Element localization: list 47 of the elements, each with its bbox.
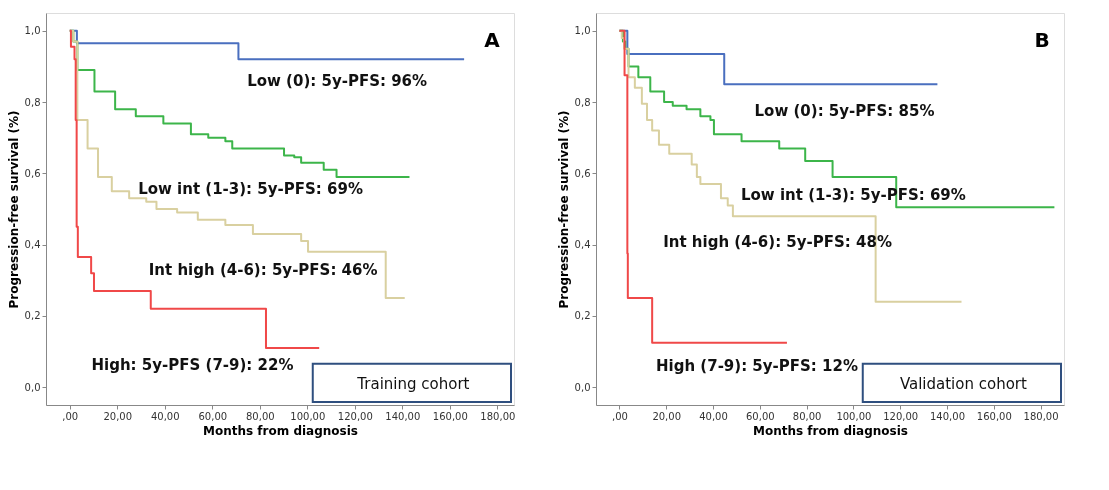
x-tick-label: 60,00 (745, 410, 775, 422)
y-tick-label: 0,6 (24, 167, 41, 179)
y-tick-label: 0,6 (574, 167, 591, 179)
x-tick-label: ,00 (62, 410, 79, 422)
x-tick-label: 180,00 (1023, 410, 1059, 422)
x-axis-title: Months from diagnosis (753, 423, 908, 438)
y-tick-label: 0,4 (574, 239, 591, 251)
x-tick-label: 60,00 (198, 410, 228, 422)
series-label: High (7-9): 5y-PFS: 12% (656, 357, 858, 376)
y-tick-label: 0,0 (24, 381, 41, 393)
x-tick-label: 140,00 (930, 410, 965, 422)
x-tick-label: 160,00 (432, 410, 468, 422)
x-tick-label: 160,00 (976, 410, 1012, 422)
annotation: Validation cohort (899, 375, 1027, 394)
series-label: High: 5y-PFS (7-9): 22% (91, 356, 294, 375)
series-label: Int high (4-6): 5y-PFS: 46% (148, 261, 378, 280)
x-tick-label: 100,00 (290, 410, 326, 422)
text: B (1034, 28, 1050, 52)
x-tick-label: 80,00 (792, 410, 822, 422)
x-tick-label: 20,00 (103, 410, 133, 422)
x-tick-label: 40,00 (699, 410, 728, 422)
y-tick-label: 0,0 (574, 381, 591, 393)
x-tick-label: 40,00 (150, 410, 180, 422)
text: A (484, 28, 501, 52)
y-tick-label: 0,2 (574, 310, 591, 322)
x-tick-label: 140,00 (385, 410, 421, 422)
x-tick-label: 100,00 (836, 410, 872, 422)
x-tick-label: 80,00 (245, 410, 275, 422)
y-tick-label: 0,2 (24, 310, 41, 322)
x-tick-label: 120,00 (337, 410, 373, 422)
y-axis-title: Progression-free survival (%) (6, 110, 21, 309)
x-axis-title: Months from diagnosis (203, 423, 358, 438)
x-tick-label: 20,00 (652, 410, 682, 422)
series-label: Low (0): 5y-PFS: 96% (247, 71, 428, 90)
y-axis-title: Progression-free survival (%) (556, 110, 571, 309)
annotation: Training cohort (356, 375, 470, 394)
x-tick-label: ,00 (611, 410, 628, 422)
series-label: Low int (1-3): 5y-PFS: 69% (138, 180, 363, 199)
x-tick-label: 180,00 (480, 410, 516, 422)
y-tick-label: 1,0 (24, 25, 41, 37)
y-tick-label: 0,4 (24, 239, 41, 251)
series-label: Low (0): 5y-PFS: 85% (754, 101, 935, 120)
y-tick-label: 0,8 (574, 96, 591, 108)
series-label: Int high (4-6): 5y-PFS: 48% (663, 232, 892, 251)
y-tick-label: 1,0 (574, 25, 591, 37)
y-tick-label: 0,8 (24, 96, 41, 108)
x-tick-label: 120,00 (883, 410, 919, 422)
